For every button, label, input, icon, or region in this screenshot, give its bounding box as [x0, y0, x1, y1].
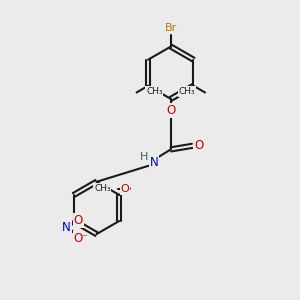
Text: CH₃: CH₃	[179, 87, 196, 96]
Text: O: O	[166, 104, 176, 117]
Text: N: N	[149, 156, 158, 169]
Text: +: +	[70, 219, 76, 228]
Text: O: O	[74, 214, 83, 227]
Text: O: O	[121, 184, 129, 194]
Text: N: N	[62, 221, 71, 234]
Text: H: H	[140, 152, 148, 162]
Text: O: O	[194, 139, 203, 152]
Text: ⁻: ⁻	[82, 234, 87, 244]
Text: Br: Br	[165, 23, 177, 33]
Text: CH₃: CH₃	[94, 184, 111, 193]
Text: CH₃: CH₃	[146, 87, 163, 96]
Text: O: O	[74, 232, 83, 245]
